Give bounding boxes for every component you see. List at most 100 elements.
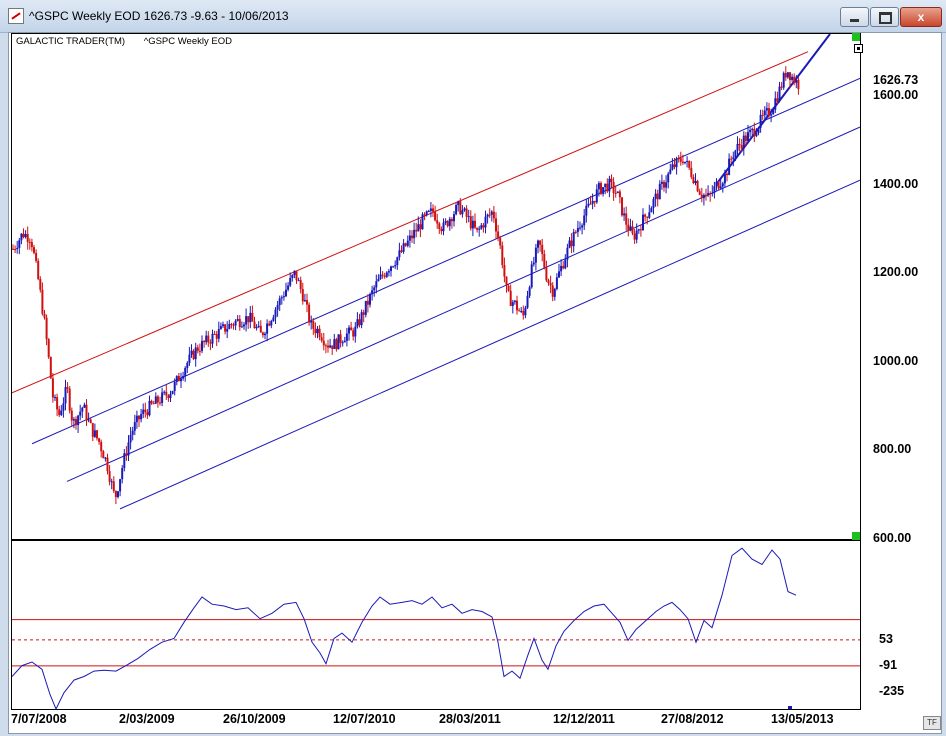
price-bar bbox=[597, 183, 600, 190]
maximize-icon bbox=[871, 8, 898, 26]
price-bar bbox=[639, 229, 642, 231]
price-bar bbox=[602, 187, 605, 194]
price-bar bbox=[215, 334, 218, 339]
price-bar bbox=[131, 430, 134, 435]
price-bar bbox=[108, 471, 111, 482]
price-bar bbox=[650, 207, 653, 213]
top-green-marker[interactable] bbox=[852, 33, 860, 41]
price-bar bbox=[797, 79, 800, 90]
indicator-chart[interactable] bbox=[12, 541, 860, 709]
price-bar bbox=[532, 262, 535, 265]
timeframe-button[interactable]: TF bbox=[923, 716, 941, 730]
price-chart[interactable] bbox=[12, 34, 860, 539]
price-bar bbox=[698, 191, 701, 195]
price-bar bbox=[457, 201, 460, 206]
price-bar bbox=[24, 233, 27, 238]
price-bar bbox=[793, 76, 796, 83]
price-bar bbox=[595, 189, 598, 203]
price-bar bbox=[627, 224, 630, 231]
price-bar bbox=[705, 194, 707, 196]
price-bar bbox=[700, 194, 703, 199]
price-bar bbox=[306, 300, 308, 305]
panel-divider-green-marker[interactable] bbox=[852, 532, 860, 540]
price-bar bbox=[583, 215, 586, 226]
price-bar bbox=[320, 337, 323, 341]
price-bar bbox=[217, 329, 220, 339]
price-bar bbox=[287, 285, 290, 290]
price-bar bbox=[70, 410, 73, 421]
price-bar bbox=[547, 280, 550, 283]
price-bar bbox=[713, 186, 716, 193]
indicator-y-tick-label: 53 bbox=[879, 631, 893, 646]
price-bar bbox=[726, 173, 728, 176]
price-bar bbox=[585, 205, 588, 216]
price-bar bbox=[541, 244, 544, 254]
maximize-button[interactable] bbox=[870, 7, 899, 27]
price-bar bbox=[314, 328, 317, 334]
price-bar bbox=[331, 345, 334, 349]
price-bar bbox=[404, 243, 407, 246]
price-bar bbox=[35, 252, 38, 261]
price-bar bbox=[89, 419, 92, 424]
price-bar bbox=[350, 327, 353, 331]
indicator-y-tick-label: -91 bbox=[879, 657, 898, 672]
price-bar bbox=[499, 237, 502, 246]
price-bar bbox=[621, 197, 623, 216]
price-bar bbox=[658, 183, 661, 200]
price-bar bbox=[293, 270, 296, 275]
price-bar bbox=[148, 400, 151, 416]
price-bar bbox=[690, 167, 693, 177]
close-icon: x bbox=[917, 10, 925, 24]
price-bar bbox=[96, 430, 98, 439]
price-bar bbox=[297, 280, 300, 282]
price-bar bbox=[442, 222, 445, 232]
price-bar bbox=[614, 193, 617, 195]
price-bar bbox=[28, 241, 31, 243]
price-bar bbox=[432, 208, 434, 212]
price-bar bbox=[20, 233, 23, 241]
x-tick-label: 26/10/2009 bbox=[223, 712, 286, 726]
price-bar bbox=[129, 434, 132, 443]
price-bar bbox=[285, 289, 287, 297]
price-bar bbox=[371, 290, 374, 295]
price-bar bbox=[188, 354, 191, 363]
price-bar bbox=[159, 402, 161, 404]
price-bar bbox=[747, 132, 749, 142]
price-bar bbox=[39, 279, 42, 290]
price-bar bbox=[629, 226, 632, 231]
panel-title: GALACTIC TRADER(TM) ^GSPC Weekly EOD bbox=[16, 36, 248, 47]
price-bar bbox=[568, 240, 571, 248]
price-bar bbox=[543, 253, 546, 268]
chart-app-icon[interactable] bbox=[8, 8, 24, 24]
price-bar bbox=[333, 339, 336, 349]
price-bar bbox=[236, 318, 239, 321]
price-bar bbox=[33, 247, 35, 253]
brand-label: GALACTIC TRADER(TM) bbox=[16, 36, 126, 47]
price-bar bbox=[60, 410, 63, 415]
panel-scroll-marker[interactable] bbox=[854, 44, 863, 53]
price-bar bbox=[213, 333, 216, 335]
price-bar bbox=[660, 181, 663, 184]
close-button[interactable]: x bbox=[900, 7, 942, 27]
price-bar bbox=[373, 287, 376, 291]
price-bar bbox=[163, 391, 166, 393]
minimize-button[interactable] bbox=[840, 7, 869, 27]
price-bar bbox=[757, 127, 760, 134]
price-panel[interactable]: GALACTIC TRADER(TM) ^GSPC Weekly EOD bbox=[11, 33, 863, 540]
indicator-panel[interactable] bbox=[11, 540, 861, 710]
price-bar bbox=[503, 265, 506, 277]
price-bar bbox=[322, 340, 325, 346]
price-bar bbox=[301, 289, 304, 302]
price-bar bbox=[471, 220, 474, 229]
trend-line bbox=[31, 77, 860, 445]
price-bar bbox=[238, 318, 241, 328]
price-bar bbox=[522, 310, 525, 316]
price-bar bbox=[264, 333, 266, 336]
price-bar bbox=[205, 335, 208, 343]
price-bar bbox=[54, 397, 56, 399]
price-bar bbox=[488, 214, 491, 216]
price-bar bbox=[774, 98, 777, 110]
price-bar bbox=[43, 313, 46, 318]
price-bar bbox=[45, 317, 48, 340]
price-bar bbox=[154, 396, 157, 404]
